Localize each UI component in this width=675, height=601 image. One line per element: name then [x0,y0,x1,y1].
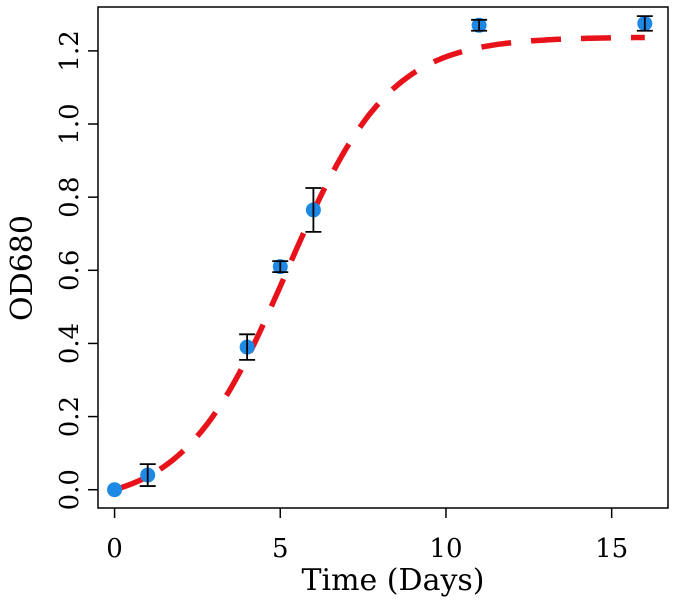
data-points-layer [107,15,653,498]
x-tick-label: 10 [429,534,462,564]
y-tick-label: 0.0 [55,469,85,510]
fitted-curve [113,34,645,493]
axes-layer: 0 5 10 15 0.0 0.2 0.4 0.6 0.8 1.0 1.2 Time (Days) OD… [5,6,669,598]
y-axis-title: OD680 [5,215,40,321]
y-tick-label: 0.2 [55,396,85,437]
x-tick-label: 5 [272,534,289,564]
plot-frame [97,6,669,509]
y-tick-label: 0.6 [55,250,85,291]
y-tick-label: 0.8 [55,176,85,217]
y-tick-label: 0.4 [55,323,85,364]
fit-curve-layer [113,34,645,493]
y-tick-label: 1.2 [55,30,85,71]
y-tick-label: 1.0 [55,103,85,144]
x-tick-label: 0 [106,534,123,564]
x-tick-label: 15 [595,534,628,564]
data-point [107,482,123,498]
x-axis-title: Time (Days) [301,563,484,598]
